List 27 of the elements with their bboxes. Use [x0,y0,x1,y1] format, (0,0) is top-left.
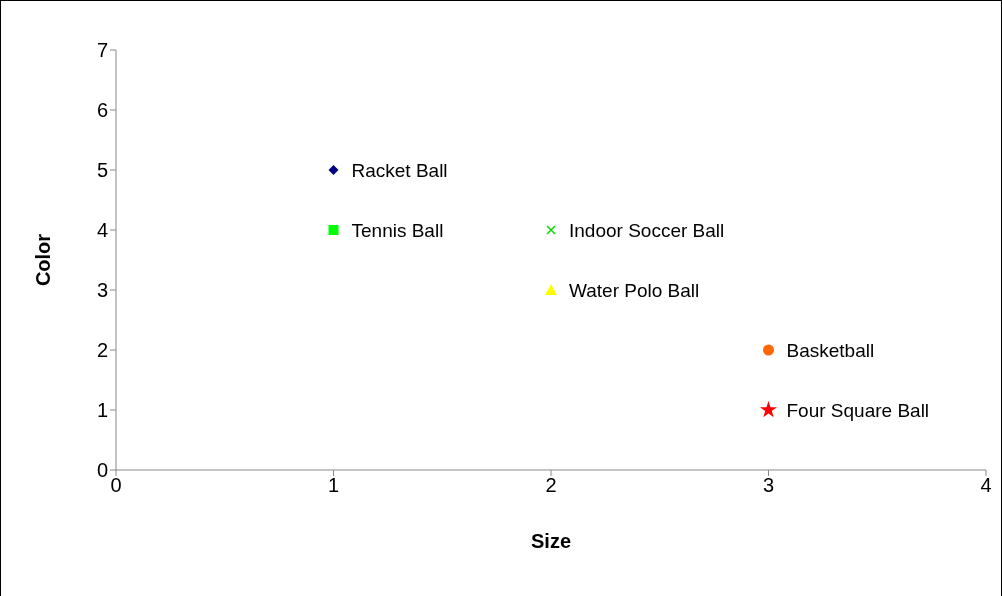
point [546,225,556,235]
y-tick-label: 4 [96,219,108,242]
x-tick-label: 2 [545,474,557,497]
y-tick-label: 6 [96,99,108,122]
series-label: Four Square Ball [786,400,930,421]
x-tick-label: 0 [110,474,122,497]
x-tick-label: 3 [762,474,775,497]
x-tick-label: 4 [980,474,992,497]
point [759,401,778,418]
y-axis-title: Color [32,233,55,287]
y-tick-label: 1 [96,399,108,422]
series-label: Tennis Ball [351,220,444,241]
point [763,344,774,356]
series-label: Racket Ball [351,160,448,181]
series-label: Indoor Soccer Ball [569,220,725,241]
y-tick-label: 2 [96,339,108,362]
y-tick-label: 3 [96,279,108,302]
point [545,284,557,295]
series-label: Water Polo Ball [569,280,700,301]
y-tick-label: 0 [96,459,108,482]
y-tick-label: 5 [96,159,108,182]
x-axis-title: Size [530,530,572,552]
point [328,225,339,235]
y-tick-label: 7 [96,39,108,62]
x-tick-label: 1 [327,474,340,497]
point [328,165,339,175]
series-label: Basketball [786,340,875,361]
